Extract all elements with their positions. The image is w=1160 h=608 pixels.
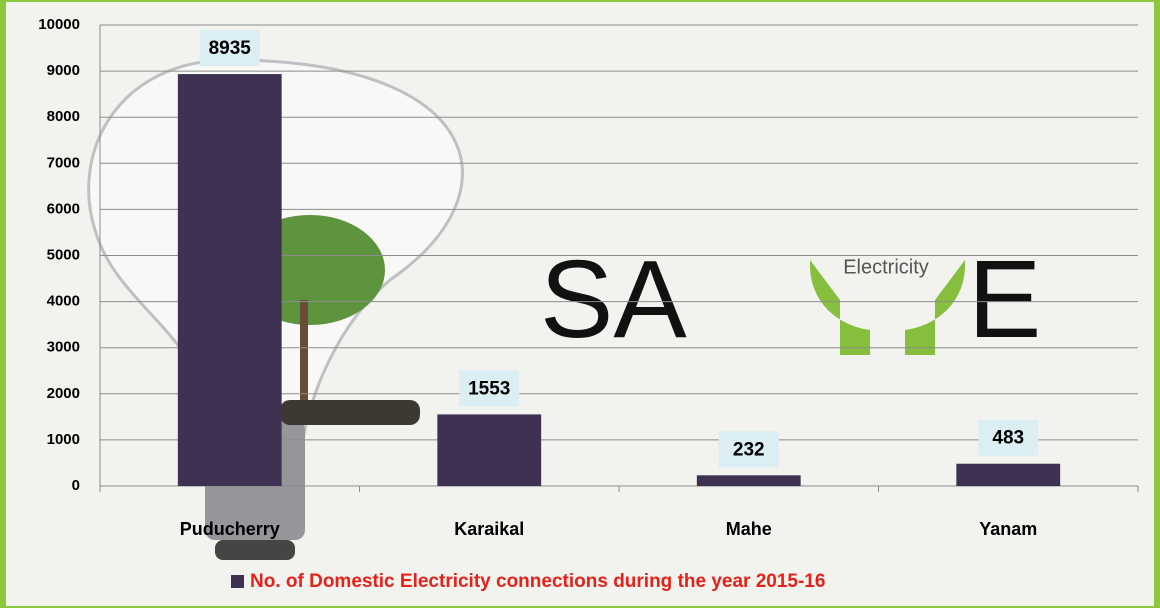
y-tick-label: 10000 bbox=[38, 16, 80, 33]
y-tick-label: 0 bbox=[72, 477, 80, 494]
annotation: SA bbox=[540, 238, 687, 361]
y-tick-label: 9000 bbox=[47, 62, 80, 79]
legend-label: No. of Domestic Electricity connections … bbox=[250, 571, 825, 592]
y-tick-label: 8000 bbox=[47, 108, 80, 125]
value-label: 232 bbox=[733, 439, 765, 460]
value-label: 1553 bbox=[468, 378, 510, 399]
value-label: 483 bbox=[992, 428, 1024, 449]
y-tick-label: 5000 bbox=[47, 246, 80, 263]
bar bbox=[178, 74, 282, 486]
x-tick-label: Puducherry bbox=[180, 519, 280, 539]
bar bbox=[697, 475, 801, 486]
y-tick-label: 7000 bbox=[47, 154, 80, 171]
x-tick-label: Yanam bbox=[979, 519, 1037, 539]
y-tick-label: 6000 bbox=[47, 200, 80, 217]
legend-swatch bbox=[231, 575, 244, 588]
y-tick-label: 4000 bbox=[47, 293, 80, 310]
annotation: E bbox=[968, 238, 1041, 361]
y-tick-label: 2000 bbox=[47, 385, 80, 402]
annotation: Electricity bbox=[843, 256, 929, 278]
bar bbox=[956, 464, 1060, 486]
bar bbox=[437, 414, 541, 486]
x-tick-label: Mahe bbox=[726, 519, 772, 539]
chart: SA Electricity E 0 1000 2000 3000 4000 5000 60… bbox=[0, 0, 1160, 608]
y-tick-label: 1000 bbox=[47, 431, 80, 448]
x-tick-label: Karaikal bbox=[454, 519, 524, 539]
y-tick-label: 3000 bbox=[47, 339, 80, 356]
value-label: 8935 bbox=[209, 38, 252, 59]
